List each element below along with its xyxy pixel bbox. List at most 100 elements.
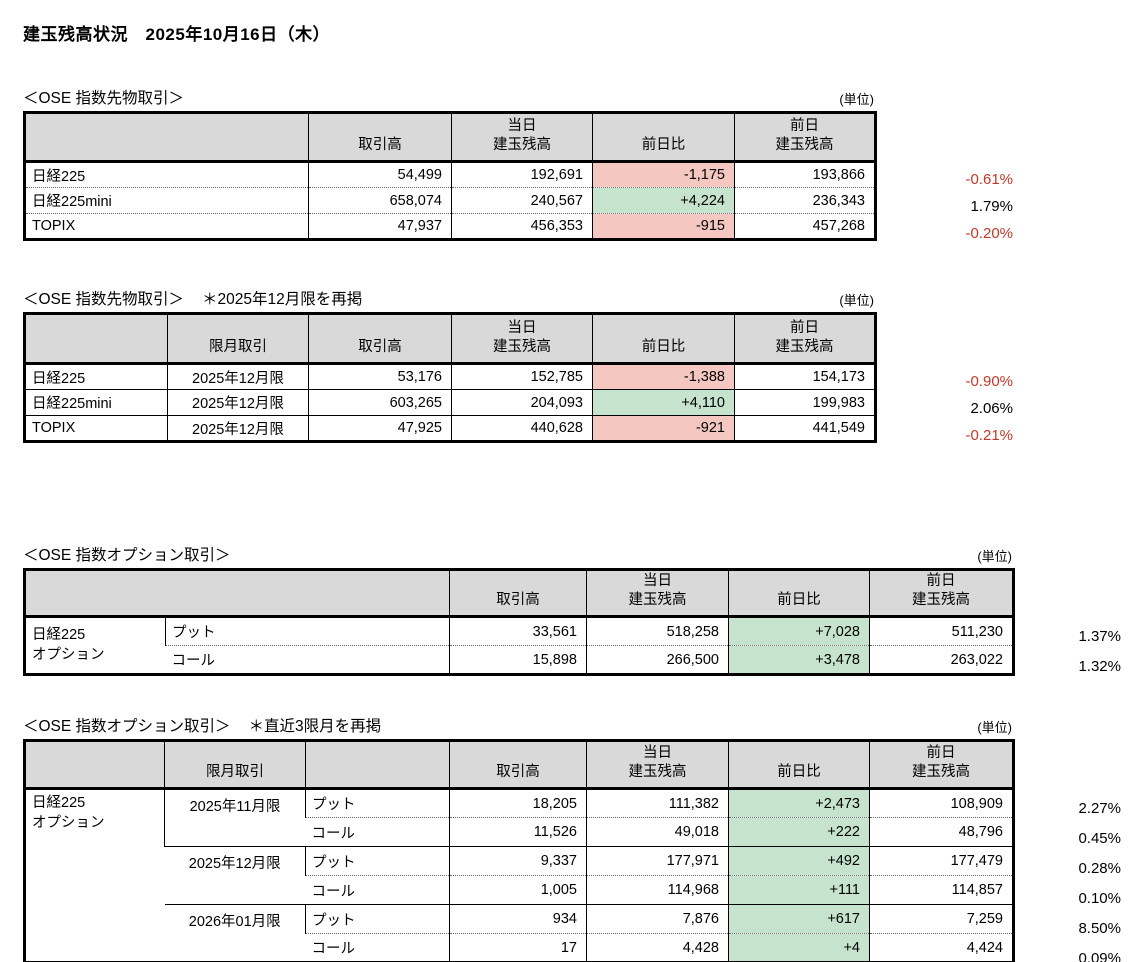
oi-prev-cell: 177,479 [869, 846, 1014, 876]
futures-dec-table: 限月取引 取引高 当日 建玉残高 前日比 前日 建玉残高 日経225 2025年… [23, 312, 877, 443]
futures-table: 取引高 当日 建玉残高 前日比 前日 建玉残高 日経225 54,499 192… [23, 111, 877, 241]
change-cell: +4 [728, 933, 870, 962]
volume-cell: 47,925 [308, 415, 452, 442]
instrument-label: 日経225mini [24, 187, 309, 214]
oi-prev-cell: 441,549 [734, 415, 876, 442]
section-heading: ＜OSE 指数オプション取引＞ [23, 547, 231, 564]
instrument-label: 日経225mini [24, 389, 168, 416]
pct-change: 2.27% [1078, 799, 1121, 817]
oi-prev-cell: 48,796 [869, 817, 1014, 847]
pct-change-column: -0.61% 1.79% -0.20% [877, 111, 1013, 247]
change-cell: +492 [728, 846, 870, 876]
pct-change: 8.50% [1078, 919, 1121, 937]
change-cell: +222 [728, 817, 870, 847]
section-futures: ＜OSE 指数先物取引＞ (単位) 取引高 当日 建玉残高 前日比 前日 建玉残… [23, 86, 1133, 247]
change-cell: +617 [728, 904, 870, 934]
instrument-label: 日経225 [32, 168, 86, 185]
oi-prev-cell: 193,866 [734, 161, 876, 188]
unit-label: (単位) [839, 92, 874, 107]
change-cell: -1,388 [592, 363, 735, 390]
table-row: 2025年12月限 プット 9,337 177,971 +492 177,479 [25, 846, 1014, 905]
options-table: 取引高 当日 建玉残高 前日比 前日 建玉残高 日経225 オプション プット … [23, 568, 1015, 676]
oi-prev-cell: 236,343 [734, 187, 876, 214]
pct-change: 1.79% [970, 198, 1013, 215]
pct-change-column: 1.37% 1.32% [1015, 568, 1121, 681]
pct-change: 0.28% [1078, 859, 1121, 877]
header-month: 限月取引 [164, 740, 306, 790]
oi-prev-cell: 4,424 [869, 933, 1014, 962]
pct-change: 2.06% [970, 400, 1013, 417]
oi-prev-cell: 114,857 [869, 875, 1014, 905]
header-change: 前日比 [728, 569, 870, 618]
oi-prev-cell: 154,173 [734, 363, 876, 390]
instrument-label: TOPIX [24, 213, 309, 240]
oi-prev-cell: 511,230 [869, 616, 1014, 646]
table-row: 日経225 54,499 192,691 -1,175 193,866 [25, 161, 876, 188]
option-type-cell: コール [305, 817, 450, 847]
oi-prev-cell: 457,268 [734, 213, 876, 240]
section-heading: ＜OSE 指数オプション取引＞ [23, 718, 231, 735]
header-oi-today: 当日 建玉残高 [586, 740, 729, 790]
header-oi-prev: 前日 建玉残高 [869, 740, 1014, 790]
header-oi-today: 当日 建玉残高 [451, 313, 593, 365]
header-change: 前日比 [728, 740, 870, 790]
section-heading: ＜OSE 指数先物取引＞ [23, 90, 185, 107]
section-options-near-heading-row: ＜OSE 指数オプション取引＞ ＊直近3限月を再掲 (単位) [23, 714, 1012, 736]
volume-cell: 47,937 [308, 213, 452, 240]
table-row: 日経225mini 658,074 240,567 +4,224 236,343 [24, 187, 876, 214]
table-row: コール 17 4,428 +4 4,424 [25, 933, 1014, 962]
option-type-cell: プット [165, 616, 450, 646]
table-row: 2026年01月限 プット 934 7,876 +617 7,259 [25, 904, 1014, 962]
volume-cell: 658,074 [308, 187, 452, 214]
oi-today-cell: 7,876 [586, 904, 729, 934]
option-type-cell: プット [305, 904, 450, 934]
volume-cell: 15,898 [449, 645, 587, 675]
section-heading: ＜OSE 指数先物取引＞ [23, 291, 185, 308]
pct-change: -0.90% [965, 373, 1013, 390]
volume-cell: 53,176 [308, 363, 452, 390]
instrument-label: TOPIX [24, 415, 168, 442]
options-near-header-row: 限月取引 取引高 当日 建玉残高 前日比 前日 建玉残高 [24, 740, 1014, 790]
change-cell: +3,478 [728, 645, 870, 675]
option-type-cell: コール [165, 645, 450, 675]
oi-today-cell: 177,971 [586, 846, 729, 876]
header-volume: 取引高 [308, 313, 452, 365]
section-options-near: ＜OSE 指数オプション取引＞ ＊直近3限月を再掲 (単位) 限月取引 取引高 … [23, 714, 1133, 962]
pct-change: 0.09% [1078, 949, 1121, 962]
oi-today-cell: 456,353 [451, 213, 593, 240]
option-type-cell: プット [305, 846, 450, 876]
oi-today-cell: 240,567 [451, 187, 593, 214]
section-futures-dec: ＜OSE 指数先物取引＞ ＊2025年12月限を再掲 (単位) 限月取引 取引高… [23, 287, 1133, 449]
section-futures-dec-heading-row: ＜OSE 指数先物取引＞ ＊2025年12月限を再掲 (単位) [23, 287, 874, 309]
change-cell: -1,175 [592, 161, 735, 188]
option-type-cell: コール [305, 933, 450, 962]
header-blank [305, 740, 450, 790]
pct-change: -0.20% [965, 225, 1013, 242]
oi-today-cell: 111,382 [586, 788, 729, 818]
header-oi-today: 当日 建玉残高 [451, 112, 593, 163]
header-oi-today: 当日 建玉残高 [586, 569, 729, 618]
header-blank [24, 569, 450, 618]
change-cell: +7,028 [728, 616, 870, 646]
futures-header-row: 取引高 当日 建玉残高 前日比 前日 建玉残高 [24, 112, 876, 163]
table-row: 日経225 オプション 2025年11月限 プット 18,205 111,382… [25, 788, 1014, 847]
pct-change-column: 2.27% 0.45% 0.28% 0.10% 8.50% 0.09% [1015, 739, 1121, 962]
section-futures-heading-row: ＜OSE 指数先物取引＞ (単位) [23, 86, 874, 108]
header-month: 限月取引 [167, 313, 309, 365]
change-cell: +2,473 [728, 788, 870, 818]
header-blank [24, 740, 165, 790]
options-header-row: 取引高 当日 建玉残高 前日比 前日 建玉残高 [24, 569, 1014, 618]
header-volume: 取引高 [308, 112, 452, 163]
month-cell: 2026年01月限 [164, 904, 306, 962]
header-change: 前日比 [592, 313, 735, 365]
table-row: TOPIX 47,937 456,353 -915 457,268 [24, 213, 876, 240]
pct-change-column: -0.90% 2.06% -0.21% [877, 312, 1013, 449]
oi-today-cell: 49,018 [586, 817, 729, 847]
oi-prev-cell: 108,909 [869, 788, 1014, 818]
header-oi-prev: 前日 建玉残高 [734, 112, 876, 163]
oi-today-cell: 266,500 [586, 645, 729, 675]
pct-change: 1.37% [1078, 627, 1121, 645]
volume-cell: 603,265 [308, 389, 452, 416]
oi-today-cell: 152,785 [451, 363, 593, 390]
table-row: TOPIX 2025年12月限 47,925 440,628 -921 441,… [24, 415, 876, 442]
